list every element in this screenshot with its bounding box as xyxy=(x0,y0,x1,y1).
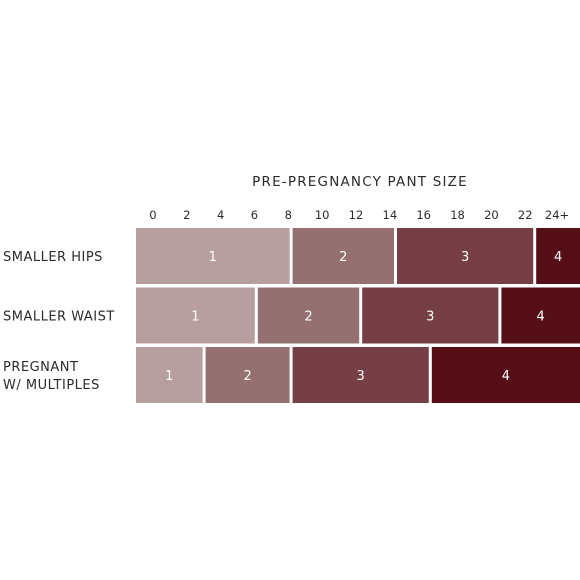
segment-label: 3 xyxy=(426,310,434,325)
segment-label: 2 xyxy=(243,369,251,384)
segment-label: 2 xyxy=(339,250,347,265)
bar-segment-3 xyxy=(362,287,499,344)
bar-segment-3 xyxy=(397,228,534,284)
segment-label: 1 xyxy=(191,310,199,325)
x-tick-label: 12 xyxy=(349,208,364,222)
chart-row: SMALLER HIPS 1 2 3 4 xyxy=(3,228,580,284)
row-label: W/ MULTIPLES xyxy=(3,378,100,393)
segment-label: 3 xyxy=(357,369,365,384)
bar-segment-4 xyxy=(536,228,580,284)
x-tick-label: 14 xyxy=(383,208,398,222)
bar-segment-4 xyxy=(501,287,580,344)
bar-segment-4 xyxy=(431,347,580,403)
segment-label: 1 xyxy=(165,369,173,384)
row-label: PREGNANT xyxy=(3,360,78,375)
chart-row: PREGNANT W/ MULTIPLES 1 2 3 4 xyxy=(3,347,580,403)
x-tick-label: 8 xyxy=(285,208,292,222)
x-tick-label: 2 xyxy=(183,208,190,222)
bar-segment-3 xyxy=(292,347,429,403)
bar-segment-1 xyxy=(136,287,255,344)
segment-label: 4 xyxy=(502,369,510,384)
row-label: SMALLER WAIST xyxy=(3,310,115,325)
segment-label: 4 xyxy=(537,310,545,325)
bar-segment-2 xyxy=(257,287,360,344)
x-tick-label: 20 xyxy=(484,208,499,222)
x-tick-label: 22 xyxy=(518,208,533,222)
x-tick-label: 18 xyxy=(450,208,465,222)
row-label: SMALLER HIPS xyxy=(3,250,103,265)
x-tick-label: 10 xyxy=(315,208,330,222)
x-tick-label: 16 xyxy=(416,208,431,222)
x-tick-label: 4 xyxy=(217,208,224,222)
segment-label: 2 xyxy=(304,310,312,325)
segment-label: 3 xyxy=(461,250,469,265)
bar-segment-1 xyxy=(136,228,290,284)
bar-segment-2 xyxy=(292,228,394,284)
x-tick-label: 24+ xyxy=(545,208,569,222)
chart-title: PRE-PREGNANCY PANT SIZE xyxy=(252,174,468,190)
x-tick-label: 0 xyxy=(149,208,156,222)
chart-row: SMALLER WAIST 1 2 3 4 xyxy=(3,287,580,344)
segment-label: 1 xyxy=(209,250,217,265)
bar-segment-2 xyxy=(205,347,290,403)
x-axis-ticks: 0 2 4 6 8 10 12 14 16 18 20 22 24+ xyxy=(149,208,569,222)
x-tick-label: 6 xyxy=(251,208,258,222)
segment-label: 4 xyxy=(554,250,562,265)
bar-segment-1 xyxy=(136,347,203,403)
